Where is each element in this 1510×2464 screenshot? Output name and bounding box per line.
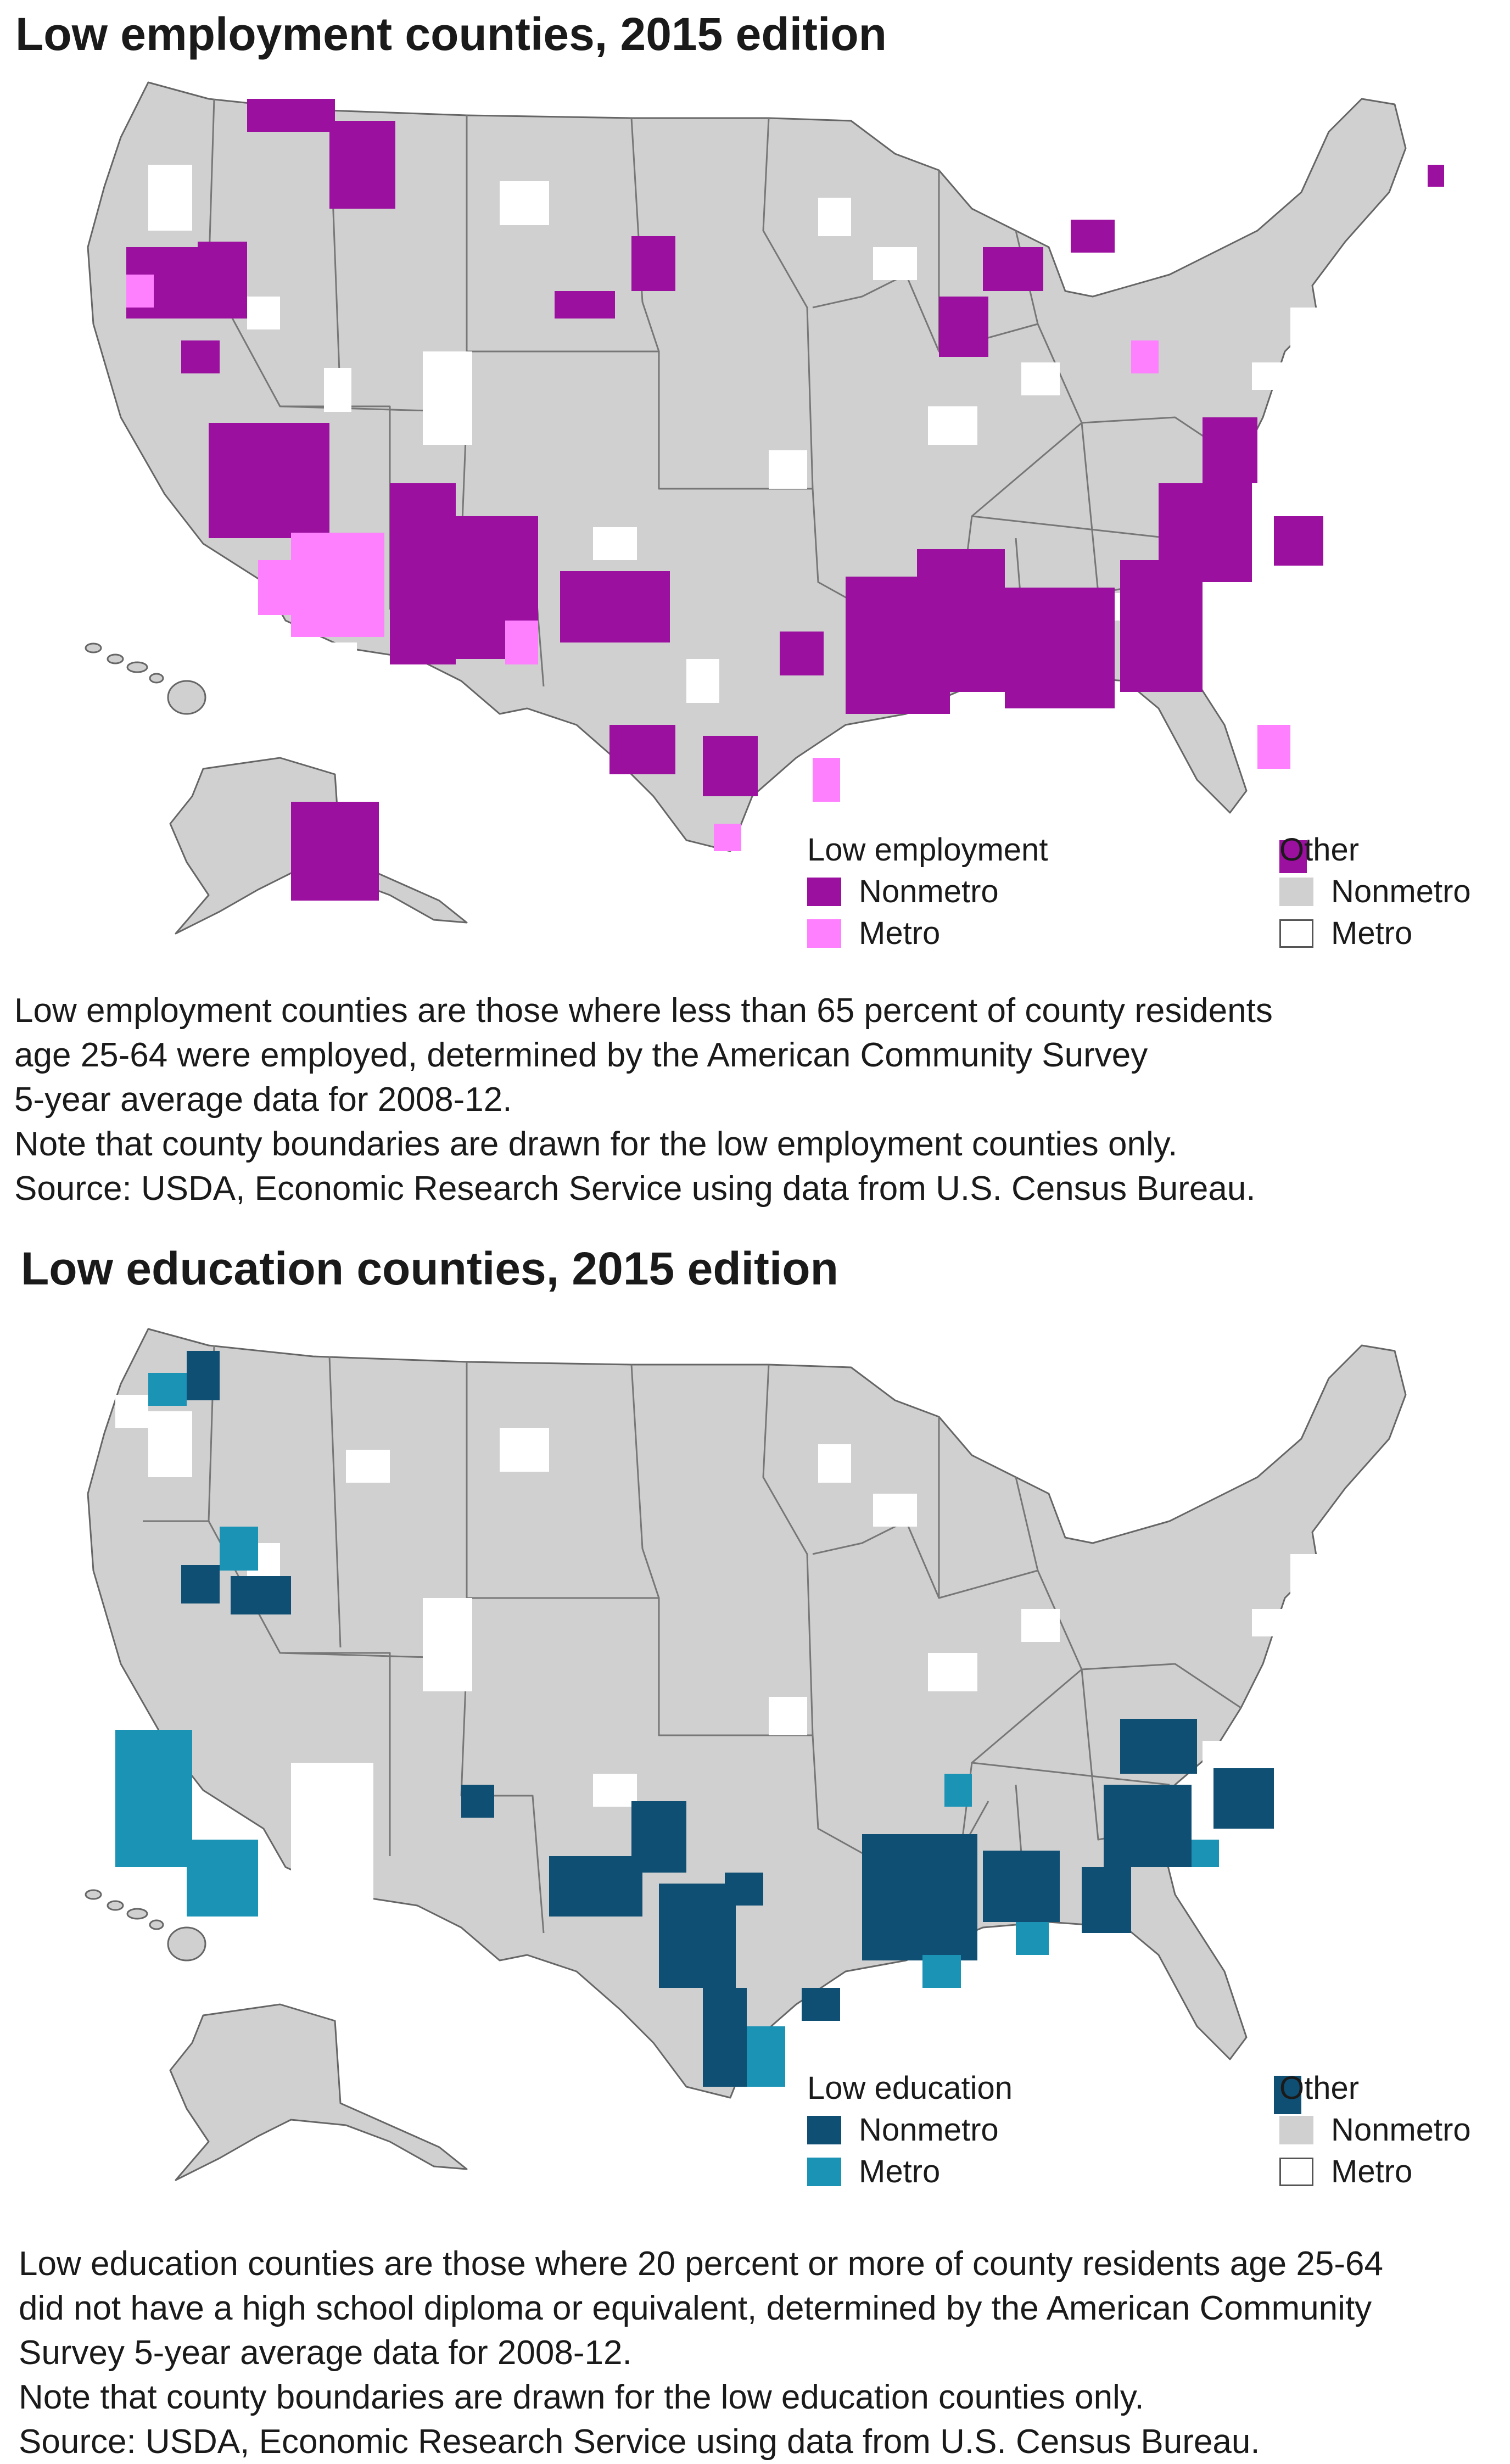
legend-swatch-other-metro [1279,919,1313,948]
legend-item: Metro [807,913,1048,954]
hawaii [85,642,206,715]
low-education-nonmetro-counties [181,1351,1301,2114]
legend-label: Metro [1331,915,1413,951]
legend-heading: Other [1279,832,1360,868]
lower-48-states [87,1328,1407,2099]
map-title: Low employment counties, 2015 edition [15,8,887,60]
legend-item: Metro [807,2151,1013,2193]
low-education-panel: Low education counties, 2015 edition [0,1230,1510,2461]
legend-swatch-metro [807,2158,841,2186]
legend-heading: Low education [807,2070,1013,2106]
legend-swatch-nonmetro [807,2116,841,2144]
low-employment-metro-counties [126,275,1290,851]
alaska [169,2003,468,2181]
low-education-metro-counties [115,1373,1219,2087]
legend-swatch-other-metro [1279,2158,1313,2186]
other-metro-counties [115,1395,1323,1900]
legend-swatch-nonmetro [807,878,841,906]
legend-low-employment: Low employment Nonmetro Metro [807,829,1048,954]
legend-item: Nonmetro [807,871,1048,913]
legend-swatch-other-nonmetro [1279,878,1313,906]
legend-label: Metro [859,2154,941,2189]
map-title: Low education counties, 2015 edition [21,1243,838,1294]
us-county-map [85,81,1444,935]
legend-label: Nonmetro [1331,2112,1471,2148]
legend-item: Metro [1279,2151,1471,2193]
legend-other: Other Nonmetro Metro [1279,2068,1471,2193]
hawaii [85,1889,206,1962]
legend-item: Nonmetro [807,2109,1013,2151]
legend-low-education: Low education Nonmetro Metro [807,2068,1013,2193]
legend-label: Nonmetro [859,2112,999,2148]
legend-item: Nonmetro [1279,2109,1471,2151]
legend-swatch-metro [807,919,841,948]
state-outlines [85,1328,1407,2181]
us-county-map [85,1328,1407,2181]
low-employment-nonmetro-counties [126,99,1444,901]
legend-item: Nonmetro [1279,871,1471,913]
legend-label: Metro [859,915,941,951]
legend-label: Nonmetro [859,874,999,909]
legend-heading: Low employment [807,832,1048,868]
legend-label: Nonmetro [1331,874,1471,909]
legend-label: Metro [1331,2154,1413,2189]
legend-swatch-other-nonmetro [1279,2116,1313,2144]
legend-item: Metro [1279,913,1471,954]
map-note: Low education counties are those where 2… [19,2245,1383,2461]
legend-heading: Other [1279,2070,1360,2106]
legend-other: Other Nonmetro Metro [1279,829,1471,954]
low-employment-panel: Low employment counties, 2015 edition [0,0,1510,1230]
map-note: Low employment counties are those where … [14,992,1273,1208]
